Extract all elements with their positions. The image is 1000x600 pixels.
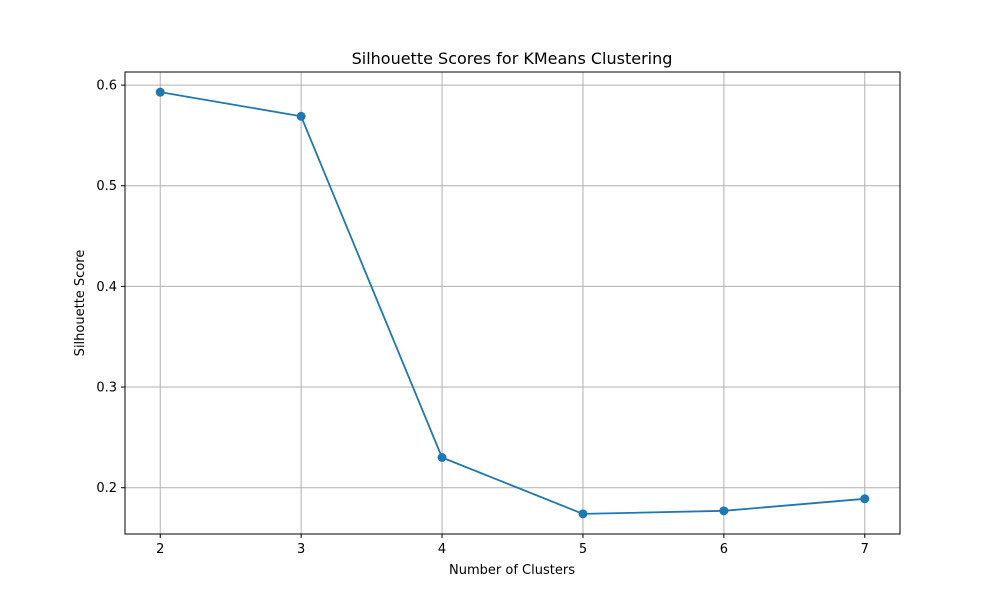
x-tick-label: 4 <box>438 542 446 557</box>
y-tick-label: 0.3 <box>96 381 117 396</box>
y-tick-label: 0.6 <box>96 79 117 94</box>
x-tick-label: 3 <box>297 542 305 557</box>
series-line <box>160 91 865 515</box>
chart-title: Silhouette Scores for KMeans Clustering <box>352 49 673 68</box>
x-tick-label: 5 <box>579 542 587 557</box>
grid <box>125 72 900 534</box>
y-axis-label: Silhouette Score <box>73 250 88 357</box>
axis-ticks: 2 3 4 5 6 7 0.2 0.3 0.4 0.5 0.6 <box>96 79 869 557</box>
x-axis-label: Number of Clusters <box>449 563 575 578</box>
x-tick-label: 6 <box>720 542 728 557</box>
data-series <box>155 87 870 519</box>
y-tick-label: 0.4 <box>96 280 117 295</box>
data-point <box>860 494 870 504</box>
plot-area-frame <box>124 71 901 535</box>
y-tick-label: 0.5 <box>96 179 117 194</box>
data-point <box>296 111 306 121</box>
x-tick-label: 2 <box>156 542 164 557</box>
data-point <box>437 453 447 463</box>
data-point <box>578 509 588 519</box>
data-point <box>719 506 729 516</box>
y-tick-label: 0.2 <box>96 481 117 496</box>
x-tick-label: 7 <box>861 542 869 557</box>
data-point <box>155 87 165 97</box>
